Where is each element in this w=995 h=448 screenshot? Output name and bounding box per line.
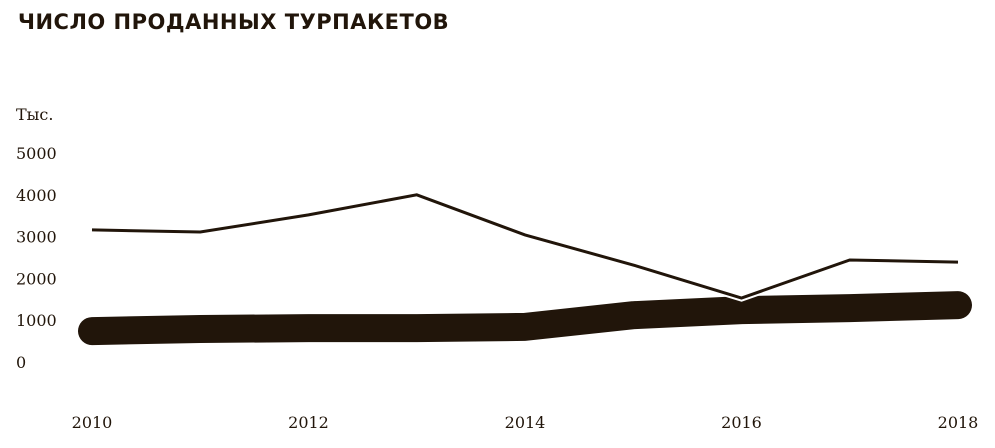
y-tick-label: 2000 [16, 269, 57, 288]
y-tick-label: 5000 [16, 144, 57, 163]
x-tick-label: 2016 [721, 413, 762, 432]
x-tick-label: 2010 [72, 413, 113, 432]
x-tick-label: 2014 [505, 413, 546, 432]
y-tick-label: 3000 [16, 228, 57, 247]
series-line-thick [78, 291, 972, 346]
y-tick-label: 4000 [16, 186, 57, 205]
x-tick-label: 2018 [938, 413, 979, 432]
y-tick-label: 0 [16, 353, 26, 372]
chart-title: ЧИСЛО ПРОДАННЫХ ТУРПАКЕТОВ [18, 10, 450, 34]
series-line-thin [91, 193, 959, 300]
y-axis-label: Тыс. [16, 105, 53, 124]
x-tick-label: 2012 [288, 413, 329, 432]
y-tick-label: 1000 [16, 311, 57, 330]
series-line-halo [91, 191, 959, 302]
